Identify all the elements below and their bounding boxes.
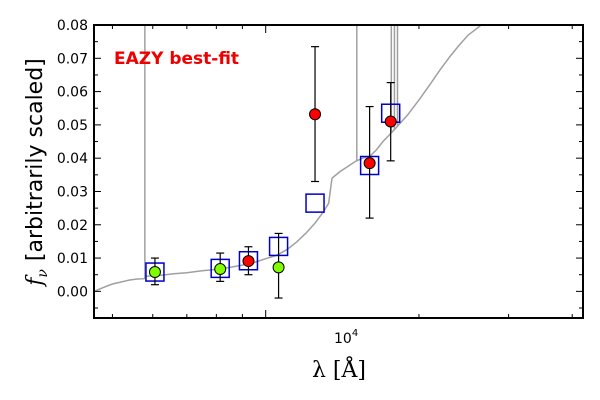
y-tick-label-5: 0.05: [57, 118, 88, 134]
green-point-0: [148, 266, 161, 279]
plot-area: [94, 25, 483, 299]
x-tick-exponent: 4: [352, 328, 358, 339]
red-point-3: [384, 115, 397, 128]
y-tick-label-6: 0.06: [57, 85, 88, 101]
y-axis-ticks: 0.00 0.01 0.02 0.03 0.04 0.05 0.06 0.07 0.08: [57, 18, 583, 309]
y-tick-label-0: 0.00: [57, 284, 88, 300]
x-axis-ticks: [111, 25, 573, 318]
red-point-0: [242, 255, 255, 268]
y-axis-label: fν[arbitrarily scaled]: [23, 58, 51, 288]
y-label-nu: ν: [35, 269, 51, 278]
y-tick-label-2: 0.02: [57, 218, 88, 234]
y-label-text: [arbitrarily scaled]: [23, 58, 48, 261]
x-tick-base: 10: [334, 331, 352, 347]
eazy-annotation: EAZY best-fit: [114, 49, 239, 69]
red-point-2: [363, 157, 376, 170]
x-tick-label-10000: 104: [334, 328, 358, 347]
y-tick-label-8: 0.08: [57, 18, 88, 34]
y-tick-label-4: 0.04: [57, 151, 88, 167]
x-axis-label: λ [Å]: [312, 355, 366, 383]
y-tick-label-1: 0.01: [57, 251, 88, 267]
y-tick-label-3: 0.03: [57, 184, 88, 200]
plot-frame: [93, 24, 584, 319]
model-box-4: [305, 193, 325, 213]
green-point-2: [272, 261, 285, 274]
red-point-1: [309, 108, 322, 121]
y-tick-label-7: 0.07: [57, 51, 88, 67]
green-point-1: [214, 263, 227, 276]
